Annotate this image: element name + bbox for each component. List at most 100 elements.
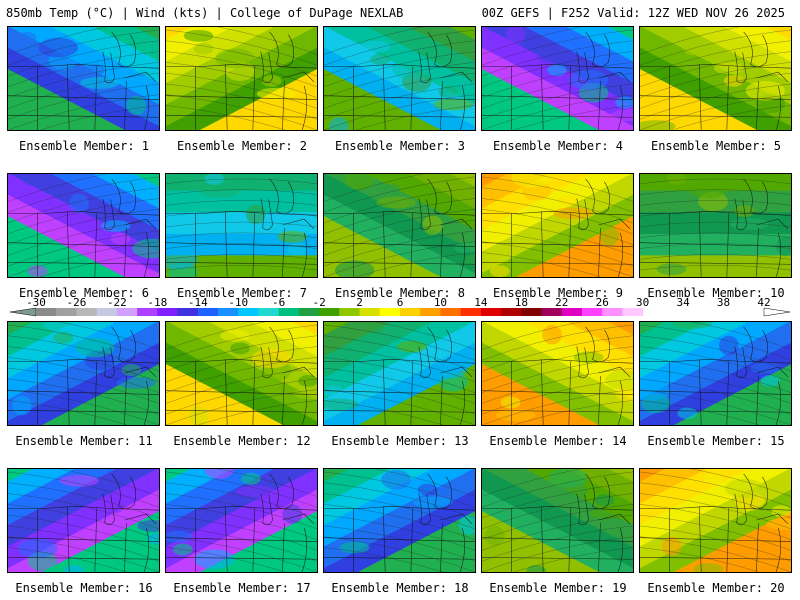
colorbar-swatch xyxy=(278,308,300,316)
colorbar-swatch xyxy=(420,308,441,316)
ensemble-member-label: Ensemble Member: 20 xyxy=(647,581,785,595)
ensemble-member-map[interactable] xyxy=(639,173,792,278)
ensemble-member-map[interactable] xyxy=(7,173,160,278)
ensemble-member-label: Ensemble Member: 2 xyxy=(176,139,308,153)
ensemble-member-label: Ensemble Member: 18 xyxy=(331,581,469,595)
colorbar-right-arrow xyxy=(763,307,791,317)
color-scale-legend: -30 -26 -22 -18 -14 -10 -6 -2 2 6 10 14 18 22 26 30 34 38… xyxy=(9,296,791,317)
ensemble-member-map[interactable] xyxy=(481,173,634,278)
temperature-field xyxy=(8,27,159,130)
colorbar-tick-label: -30 xyxy=(26,296,46,309)
ensemble-member-map[interactable] xyxy=(639,468,792,573)
colorbar-swatch xyxy=(339,308,361,316)
ensemble-member-map[interactable] xyxy=(165,173,318,278)
ensemble-member-label: Ensemble Member: 12 xyxy=(173,434,311,448)
colorbar-tick-label: -18 xyxy=(147,296,167,309)
ensemble-member-label: Ensemble Member: 6 xyxy=(18,286,150,300)
ensemble-member-label: Ensemble Member: 8 xyxy=(334,286,466,300)
ensemble-member-label: Ensemble Member: 10 xyxy=(647,286,785,300)
temperature-field xyxy=(324,322,475,425)
colorbar-swatch xyxy=(521,308,543,316)
colorbar-swatch xyxy=(582,308,603,316)
colorbar-tick-label: 30 xyxy=(636,296,649,309)
colorbar-tick-label: -2 xyxy=(312,296,325,309)
model-valid-time: 00Z GEFS | F252 Valid: 12Z WED NOV 26 20… xyxy=(481,6,785,20)
colorbar-swatch xyxy=(400,308,421,316)
colorbar-swatch xyxy=(298,308,320,316)
temperature-field xyxy=(482,469,633,572)
ensemble-member-map[interactable] xyxy=(639,26,792,131)
ensemble-member-map[interactable] xyxy=(165,321,318,426)
ensemble-member-label: Ensemble Member: 19 xyxy=(489,581,627,595)
colorbar-swatch xyxy=(379,308,401,316)
colorbar-swatch xyxy=(76,308,98,316)
ensemble-member-map[interactable] xyxy=(323,26,476,131)
ensemble-member-map[interactable] xyxy=(639,321,792,426)
colorbar-swatch xyxy=(238,308,259,316)
temperature-field xyxy=(166,174,317,277)
temperature-field xyxy=(8,469,159,572)
ensemble-member-map[interactable] xyxy=(323,173,476,278)
ensemble-member-label: Ensemble Member: 17 xyxy=(173,581,311,595)
colorbar-swatch xyxy=(258,308,280,316)
ensemble-member-map[interactable] xyxy=(481,321,634,426)
colorbar-swatch xyxy=(480,308,502,316)
ensemble-member-label: Ensemble Member: 16 xyxy=(15,581,153,595)
colorbar-tick-label: -10 xyxy=(228,296,248,309)
colorbar-swatch xyxy=(622,308,644,316)
colorbar-swatch xyxy=(541,308,563,316)
temperature-field xyxy=(640,27,791,130)
temperature-field xyxy=(166,469,317,572)
temperature-field xyxy=(482,174,633,277)
colorbar-swatch xyxy=(561,308,583,316)
temperature-field xyxy=(166,27,317,130)
colorbar-swatch xyxy=(197,308,219,316)
colorbar-tick-label: 22 xyxy=(555,296,568,309)
temperature-field xyxy=(640,469,791,572)
ensemble-member-label: Ensemble Member: 5 xyxy=(650,139,782,153)
colorbar-swatch xyxy=(440,308,462,316)
temperature-field xyxy=(640,174,791,277)
temperature-field xyxy=(166,322,317,425)
ensemble-member-map[interactable] xyxy=(165,468,318,573)
ensemble-member-label: Ensemble Member: 15 xyxy=(647,434,785,448)
ensemble-member-label: Ensemble Member: 14 xyxy=(489,434,627,448)
temperature-field xyxy=(8,174,159,277)
temperature-field xyxy=(8,322,159,425)
colorbar-tick-label: 10 xyxy=(434,296,447,309)
colorbar-tick-label: 6 xyxy=(397,296,404,309)
ensemble-member-label: Ensemble Member: 4 xyxy=(492,139,624,153)
temperature-field xyxy=(482,322,633,425)
temperature-field xyxy=(324,469,475,572)
colorbar-swatch xyxy=(116,308,138,316)
ensemble-member-map[interactable] xyxy=(481,26,634,131)
colorbar-swatch xyxy=(157,308,179,316)
ensemble-member-label: Ensemble Member: 7 xyxy=(176,286,308,300)
temperature-field xyxy=(640,322,791,425)
ensemble-member-label: Ensemble Member: 3 xyxy=(334,139,466,153)
colorbar-tick-label: 14 xyxy=(474,296,488,309)
ensemble-member-label: Ensemble Member: 1 xyxy=(18,139,150,153)
ensemble-member-label: Ensemble Member: 13 xyxy=(331,434,469,448)
ensemble-member-map[interactable] xyxy=(323,321,476,426)
colorbar-swatch xyxy=(36,308,57,316)
colorbar-tick-label: -6 xyxy=(272,296,285,309)
ensemble-member-map[interactable] xyxy=(481,468,634,573)
map-title: 850mb Temp (°C) | Wind (kts) | College o… xyxy=(6,6,404,20)
temperature-field xyxy=(324,174,475,277)
temperature-field xyxy=(324,27,475,130)
colorbar-tick-label: 34 xyxy=(676,296,690,309)
ensemble-member-map[interactable] xyxy=(7,468,160,573)
ensemble-member-map[interactable] xyxy=(7,26,160,131)
colorbar-swatch xyxy=(602,308,623,316)
ensemble-member-map[interactable] xyxy=(7,321,160,426)
colorbar-swatch xyxy=(501,308,522,316)
ensemble-member-map[interactable] xyxy=(323,468,476,573)
colorbar-tick-label: 2 xyxy=(356,296,363,309)
colorbar-swatch xyxy=(319,308,340,316)
colorbar-tick-label: 18 xyxy=(515,296,528,309)
colorbar-tick-label: 26 xyxy=(596,296,609,309)
ensemble-member-label: Ensemble Member: 9 xyxy=(492,286,624,300)
colorbar-swatch xyxy=(460,308,482,316)
ensemble-member-map[interactable] xyxy=(165,26,318,131)
